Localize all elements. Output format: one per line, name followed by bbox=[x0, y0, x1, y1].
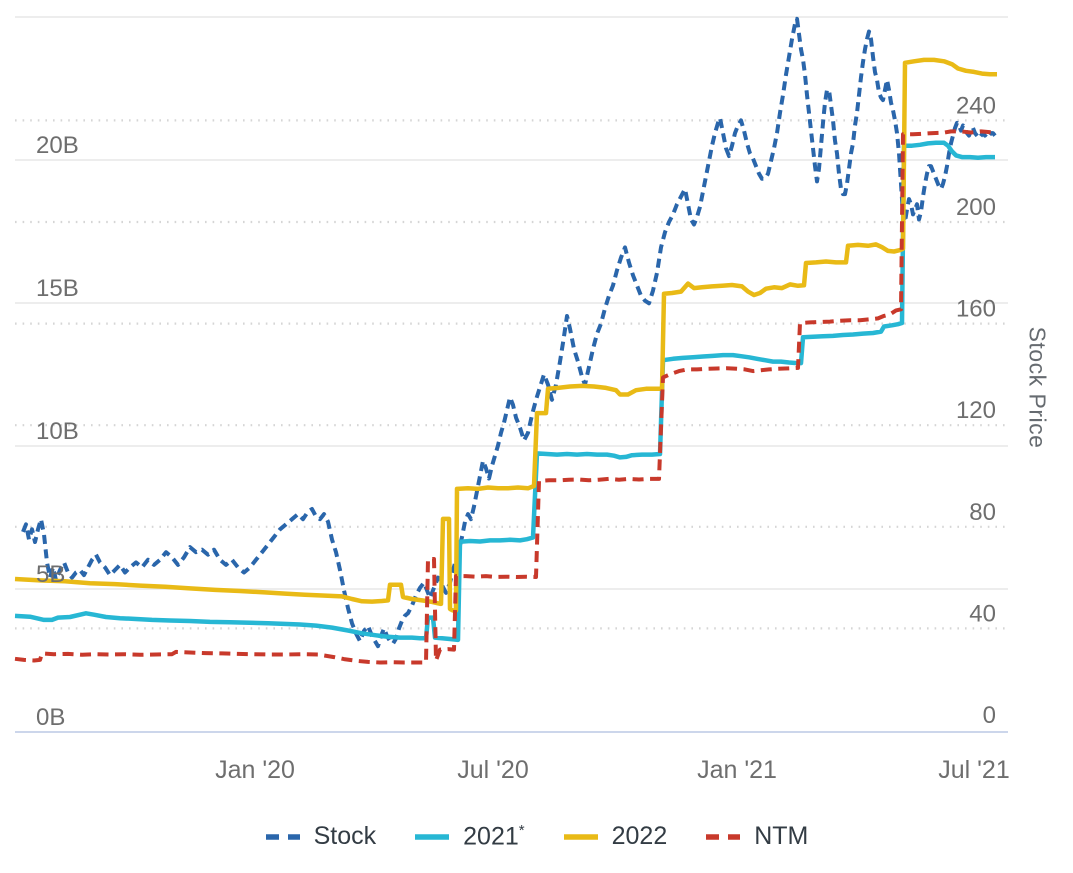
legend-item-stock[interactable]: Stock bbox=[265, 822, 377, 851]
right-axis-tick-label: 120 bbox=[956, 397, 996, 424]
legend-label-suffix: * bbox=[518, 822, 525, 839]
legend-swatch-solid-line-icon bbox=[415, 833, 450, 840]
x-axis-tick-label: Jan '20 bbox=[215, 756, 295, 784]
series-line-ntm[interactable] bbox=[14, 129, 994, 665]
left-axis-tick-label: 0B bbox=[36, 704, 65, 731]
left-axis-tick-label: 10B bbox=[36, 418, 79, 445]
series-line-2022[interactable] bbox=[14, 57, 997, 613]
series-lines bbox=[14, 16, 997, 665]
legend-label: Stock bbox=[313, 822, 377, 851]
gridlines bbox=[15, 16, 1008, 733]
right-axis-tick-label: 200 bbox=[956, 194, 996, 221]
right-axis-tick-label: 40 bbox=[969, 600, 996, 627]
x-axis-tick-label: Jul '20 bbox=[457, 756, 528, 784]
right-axis-tick-label: 0 bbox=[983, 702, 996, 729]
left-axis-title: Revenue bbox=[0, 337, 3, 434]
right-axis-title: Stock Price bbox=[1024, 326, 1051, 449]
right-axis-tick-label: 240 bbox=[956, 92, 996, 119]
series-line-2021[interactable] bbox=[14, 140, 995, 643]
left-axis-tick-label: 5B bbox=[36, 561, 65, 588]
legend-swatch-solid-line-icon bbox=[563, 833, 598, 840]
right-axis-tick-label: 160 bbox=[956, 296, 996, 323]
legend-item-2022[interactable]: 2022 bbox=[563, 822, 668, 851]
legend-item-2021[interactable]: 2021* bbox=[414, 822, 525, 851]
legend-item-ntm[interactable]: NTM bbox=[705, 822, 808, 851]
series-line-stock[interactable] bbox=[21, 16, 997, 649]
legend: Stock 2021* 2022 NTM bbox=[0, 822, 1073, 851]
legend-swatch-dashed-line-icon bbox=[265, 833, 300, 840]
legend-label: 2021* bbox=[463, 822, 525, 851]
legend-label: 2022 bbox=[611, 822, 668, 851]
right-axis-tick-label: 80 bbox=[969, 499, 996, 526]
legend-swatch-dashed-line-icon bbox=[706, 833, 741, 840]
legend-label: NTM bbox=[754, 822, 809, 851]
left-axis-tick-label: 20B bbox=[36, 132, 79, 159]
left-axis-tick-label: 15B bbox=[36, 275, 79, 302]
line-chart: 20B 15B 10B 5B 0B 240 200 160 120 80 40 0 Jan '20 Jul… bbox=[14, 16, 1010, 784]
axis-tick-labels: 20B 15B 10B 5B 0B 240 200 160 120 80 40 0 Jan '20 Jul… bbox=[36, 92, 1010, 784]
x-axis-tick-label: Jan '21 bbox=[697, 756, 777, 784]
x-axis-tick-label: Jul '21 bbox=[938, 756, 1009, 784]
